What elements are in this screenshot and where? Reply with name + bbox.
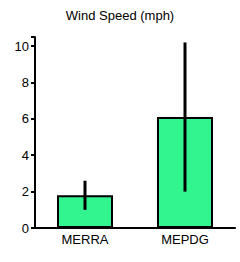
svg-text:4: 4 (22, 148, 29, 163)
svg-text:0: 0 (22, 221, 29, 236)
svg-text:10: 10 (15, 39, 29, 54)
svg-text:6: 6 (22, 111, 29, 126)
svg-text:Wind Speed (mph): Wind Speed (mph) (66, 8, 174, 23)
svg-text:2: 2 (22, 184, 29, 199)
svg-text:MERRA: MERRA (62, 232, 109, 247)
svg-text:8: 8 (22, 75, 29, 90)
svg-text:MEPDG: MEPDG (161, 232, 209, 247)
